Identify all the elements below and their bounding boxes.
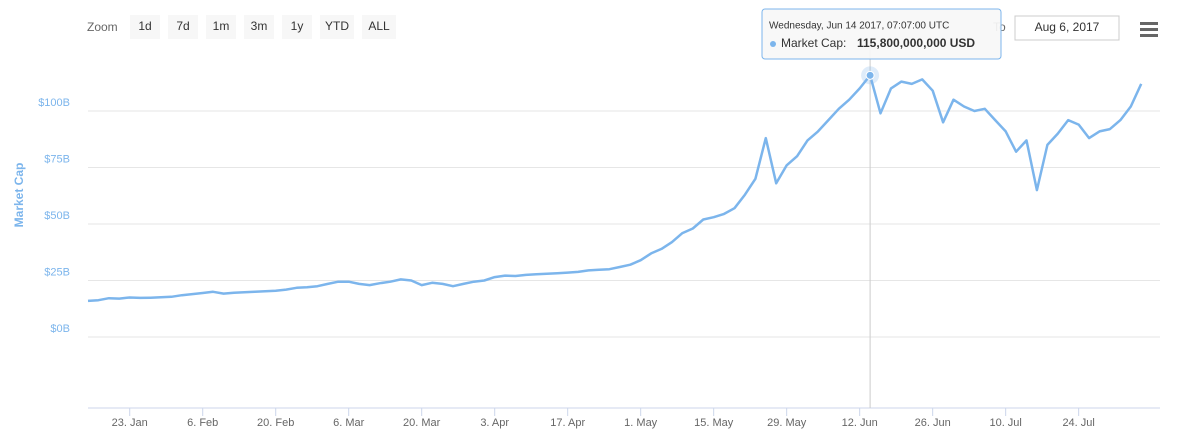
zoom-button[interactable]: [320, 15, 354, 39]
zoom-button[interactable]: [362, 15, 396, 39]
zoom-button-label: 1m: [213, 19, 230, 33]
tooltip-value: 115,800,000,000 USD: [857, 36, 975, 50]
x-tick-label: 3. Apr: [480, 417, 509, 429]
zoom-button[interactable]: [244, 15, 274, 39]
x-tick-label: 12. Jun: [842, 417, 878, 429]
zoom-button-label: 7d: [176, 19, 189, 33]
y-tick-label: $50B: [44, 210, 70, 222]
x-tick-label: 20. Mar: [403, 417, 441, 429]
x-tick-label: 10. Jul: [989, 417, 1021, 429]
x-tick-label: 26. Jun: [915, 417, 951, 429]
zoom-button[interactable]: [168, 15, 198, 39]
x-tick-label: 15. May: [694, 417, 734, 429]
tooltip-date: Wednesday, Jun 14 2017, 07:07:00 UTC: [769, 21, 949, 32]
x-tick-label: 23. Jan: [112, 417, 148, 429]
x-tick-label: 6. Feb: [187, 417, 218, 429]
y-tick-label: $100B: [38, 97, 70, 109]
tooltip-marker: [770, 41, 776, 47]
hover-point: [865, 70, 875, 80]
zoom-button-label: 1y: [291, 19, 304, 33]
x-tick-label: 24. Jul: [1062, 417, 1094, 429]
y-tick-label: $25B: [44, 266, 70, 278]
tooltip-label: Market Cap:: [781, 36, 846, 50]
y-axis-title: Market Cap: [12, 163, 26, 228]
x-tick-label: 6. Mar: [333, 417, 365, 429]
date-input[interactable]: [1014, 15, 1120, 41]
y-tick-label: $0B: [50, 323, 70, 335]
zoom-button[interactable]: [206, 15, 236, 39]
zoom-button[interactable]: [130, 15, 160, 39]
x-tick-label: 1. May: [624, 417, 658, 429]
y-tick-label: $75B: [44, 153, 70, 165]
tooltip-box: [761, 8, 1002, 60]
to-date: Aug 6, 2017: [1035, 20, 1100, 34]
zoom-button-label: 1d: [138, 19, 151, 33]
zoom-button-label: 3m: [251, 19, 268, 33]
zoom-button-label: ALL: [368, 19, 390, 33]
x-tick-label: 29. May: [767, 417, 807, 429]
x-tick-label: 20. Feb: [257, 417, 294, 429]
menu-button[interactable]: [1140, 22, 1158, 37]
zoom-button[interactable]: [282, 15, 312, 39]
series-line: [87, 74, 1143, 303]
zoom-button-label: YTD: [325, 19, 349, 33]
x-tick-label: 17. Apr: [550, 417, 585, 429]
zoom-label: Zoom: [87, 20, 118, 34]
